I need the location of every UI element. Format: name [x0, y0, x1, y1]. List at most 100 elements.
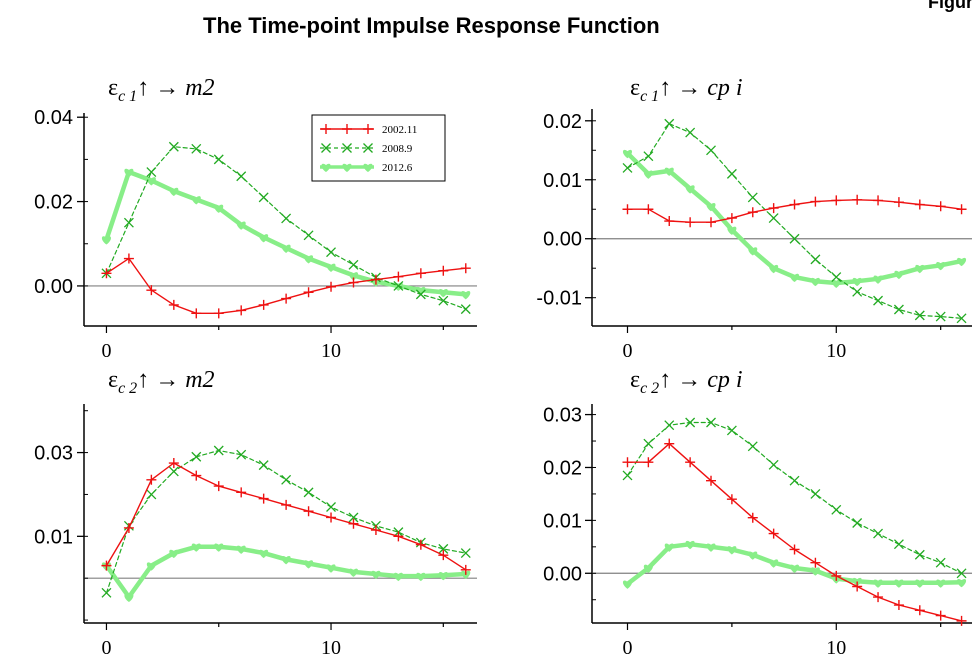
data-point: [643, 204, 654, 215]
series-line: [626, 443, 963, 622]
data-point: [957, 257, 967, 267]
data-point: [685, 540, 695, 550]
data-point: [726, 168, 737, 179]
data-point: [348, 277, 359, 288]
legend-label: 2008.9: [382, 143, 413, 155]
data-point: [706, 543, 716, 552]
data-point: [622, 580, 633, 589]
data-point: [831, 195, 842, 206]
x-tick-label: 0: [101, 340, 111, 362]
data-point: [810, 196, 821, 207]
y-tick-label: 0.01: [543, 170, 582, 192]
data-point: [281, 556, 291, 565]
data-point: [936, 579, 946, 588]
data-point: [393, 531, 404, 542]
data-point: [281, 213, 292, 224]
data-point: [768, 528, 779, 539]
series-line: [104, 544, 469, 600]
data-point: [168, 466, 179, 477]
data-point: [281, 293, 292, 304]
data-point: [438, 543, 449, 554]
data-point: [935, 557, 946, 568]
data-point: [956, 313, 967, 324]
data-point: [789, 199, 800, 210]
series-2002-11: [622, 438, 967, 626]
data-point: [852, 581, 863, 592]
data-point: [191, 143, 202, 154]
data-point: [326, 512, 337, 523]
data-point: [303, 506, 314, 517]
panel-3: 0.01 0.03 0 10 εc 2↑ → m2: [34, 367, 477, 658]
data-point: [303, 230, 314, 241]
legend-marker: [342, 163, 352, 172]
data-point: [213, 154, 224, 165]
series-2008-9: [622, 417, 967, 579]
data-point: [303, 487, 314, 498]
data-point: [789, 544, 800, 555]
data-point: [685, 417, 696, 428]
data-point: [348, 568, 359, 577]
series-2002-11: [101, 458, 471, 575]
data-point: [873, 592, 884, 603]
data-point: [706, 202, 716, 212]
panel-title: εc 2↑ → m2: [108, 367, 215, 397]
x-tick-label: 0: [622, 637, 632, 658]
data-point: [191, 308, 202, 319]
legend-marker: [363, 163, 373, 172]
data-point: [326, 502, 336, 512]
series-line: [104, 169, 469, 297]
data-point: [622, 204, 633, 215]
data-point: [769, 264, 779, 274]
data-point: [915, 264, 925, 274]
data-point: [415, 289, 426, 300]
data-point: [810, 277, 820, 287]
data-point: [213, 481, 224, 492]
panel-4: 0.00 0.01 0.02 0.03 0 10 εc 2↑ → cp i: [543, 367, 972, 658]
data-point: [769, 559, 779, 568]
legend-label: 2002.11: [382, 124, 417, 136]
data-point: [706, 475, 717, 486]
data-point: [852, 286, 863, 297]
data-point: [438, 265, 449, 276]
data-point: [748, 247, 758, 256]
data-point: [893, 304, 904, 315]
data-point: [664, 543, 674, 552]
data-point: [956, 568, 967, 579]
data-point: [438, 571, 448, 581]
data-point: [146, 177, 156, 186]
series-2012-6: [101, 168, 471, 300]
legend-marker: [363, 124, 373, 134]
data-point: [935, 311, 946, 322]
corner-label: Figur: [928, 0, 972, 12]
data-point: [893, 197, 904, 208]
data-point: [258, 460, 269, 471]
data-point: [393, 271, 404, 282]
x-tick-label: 0: [101, 637, 111, 658]
data-point: [935, 201, 946, 212]
x-tick-label: 10: [321, 637, 341, 658]
y-tick-label: 0.02: [543, 457, 582, 479]
data-point: [393, 572, 403, 582]
data-point: [810, 488, 821, 499]
series-line: [105, 449, 467, 594]
data-point: [914, 605, 925, 616]
data-point: [146, 167, 157, 178]
data-point: [810, 557, 821, 568]
data-point: [873, 195, 884, 206]
data-point: [789, 273, 800, 283]
y-tick-label: -0.01: [536, 288, 582, 310]
legend-marker: [321, 163, 331, 172]
data-point: [622, 470, 633, 481]
page-title: The Time-point Impulse Response Function: [203, 13, 660, 38]
y-tick-label: 0.01: [543, 510, 582, 532]
data-point: [370, 525, 381, 536]
data-point: [748, 551, 758, 560]
panel-title: εc 1↑ → m2: [108, 75, 215, 105]
y-tick-label: 0.01: [34, 526, 73, 548]
data-point: [123, 217, 134, 228]
data-point: [664, 438, 675, 449]
data-point: [643, 457, 654, 468]
data-point: [191, 451, 202, 462]
